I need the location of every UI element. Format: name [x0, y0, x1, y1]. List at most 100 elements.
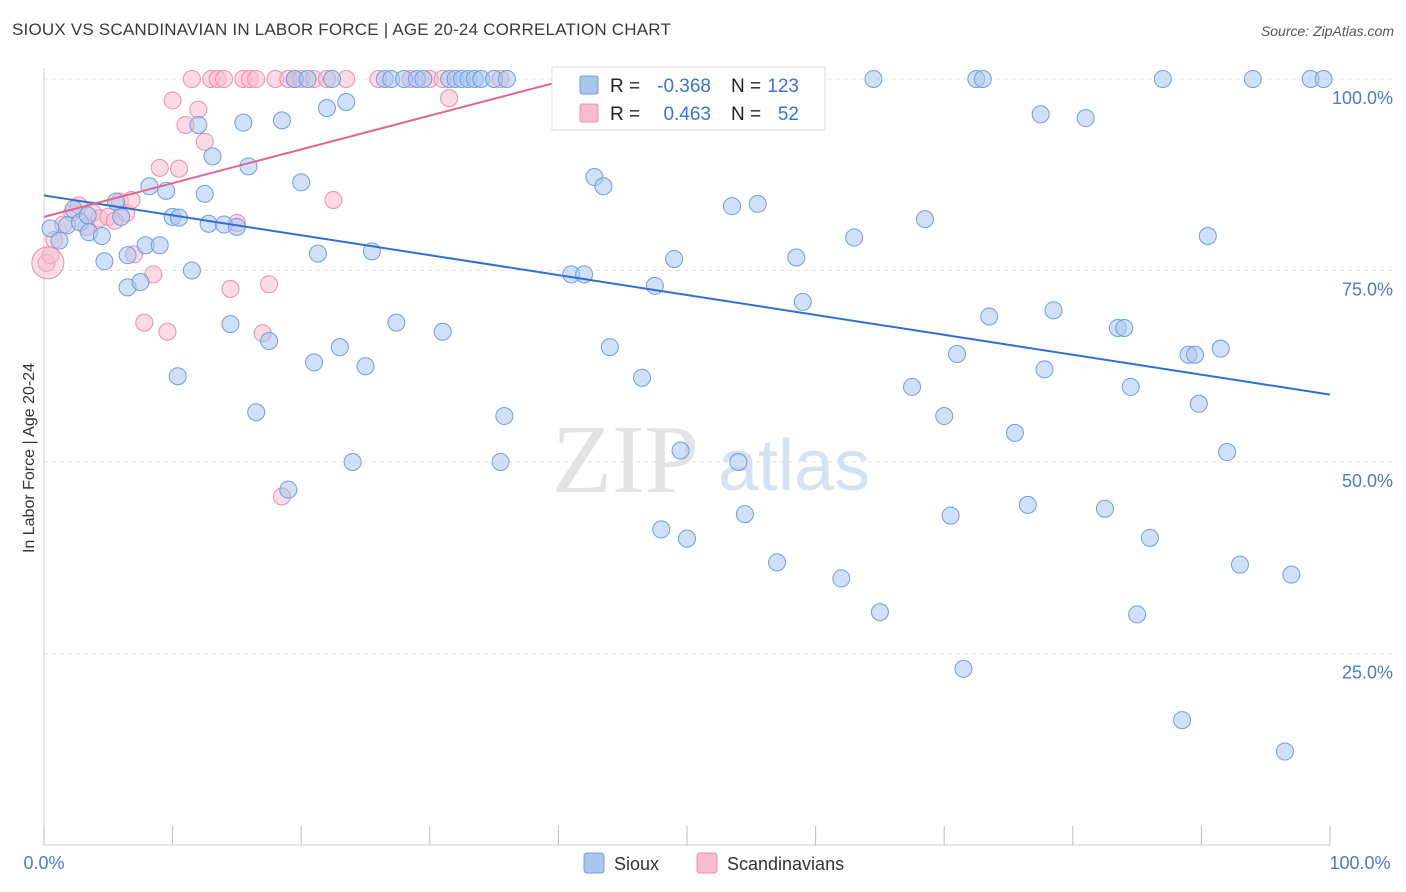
scandinavians-trend-line [43, 74, 585, 218]
sioux-point [832, 569, 851, 588]
sioux-point [1314, 70, 1333, 88]
watermark: ZIP atlas [552, 406, 870, 514]
sioux-point [1211, 339, 1230, 358]
sioux-point [343, 453, 362, 471]
sioux-point [497, 70, 516, 88]
scandinavians-point [150, 158, 169, 177]
sioux-point [1005, 423, 1024, 442]
sioux-point [1121, 377, 1140, 396]
sioux-point [1230, 555, 1249, 574]
sioux-point [50, 231, 69, 250]
sioux-point [671, 441, 690, 460]
scandinavians-points [31, 70, 594, 506]
stats-n-label-sioux: N = [731, 76, 761, 97]
legend: Sioux Scandinavians [583, 852, 844, 874]
scandinavians-point [440, 89, 459, 108]
sioux-point [1275, 742, 1294, 761]
scandinavians-point [221, 279, 240, 298]
sioux-point [168, 367, 187, 386]
sioux-point [678, 529, 696, 548]
y-axis-label: In Labor Force | Age 20-24 [21, 363, 38, 553]
sioux-point [203, 147, 222, 166]
scandinavians-point [215, 70, 234, 88]
sioux-point [78, 206, 97, 225]
scandinavians-point-large [31, 246, 65, 280]
sioux-point [118, 246, 137, 265]
sioux-point [903, 377, 922, 396]
sioux-point [729, 453, 748, 471]
sioux-point [387, 313, 406, 332]
sioux-point [189, 115, 208, 134]
sioux-point [1218, 443, 1237, 462]
sioux-point [260, 331, 279, 350]
sioux-point [272, 111, 291, 130]
scandinavians-point [182, 70, 201, 88]
sioux-point [1243, 70, 1262, 88]
sioux-point [870, 603, 889, 622]
scandinavians-point [247, 70, 266, 88]
legend-swatch-scand [696, 852, 718, 874]
scandinavians-point [163, 91, 182, 110]
scandinavians-point [324, 191, 343, 210]
sioux-point [1198, 227, 1217, 246]
sioux-point [735, 505, 754, 524]
y-tick-label: 50.0% [1342, 471, 1393, 491]
sioux-point [150, 236, 169, 255]
stats-r-value-scand: 0.463 [663, 104, 711, 125]
sioux-point [941, 506, 960, 525]
sioux-point [112, 207, 131, 226]
sioux-point [247, 403, 266, 422]
chart-title: SIOUX VS SCANDINAVIAN IN LABOR FORCE | A… [12, 20, 672, 39]
scandinavians-point [135, 313, 154, 332]
sioux-point [239, 157, 258, 176]
sioux-point [980, 307, 999, 326]
stats-box: R = -0.368 N = 123 R = 0.463 N = 52 [551, 66, 826, 131]
y-tick-label: 75.0% [1342, 280, 1393, 300]
sioux-point [317, 99, 336, 118]
sioux-point [195, 184, 214, 203]
scandinavians-point [189, 100, 208, 119]
sioux-point [1031, 105, 1050, 124]
sioux-point [665, 250, 684, 269]
scandinavians-point [260, 275, 279, 294]
sioux-point [632, 368, 651, 387]
sioux-point [221, 315, 240, 334]
stats-swatch-scand [579, 103, 599, 123]
sioux-point [793, 292, 812, 311]
sioux-point [1128, 605, 1147, 624]
sioux-point [433, 322, 452, 341]
sioux-point [95, 252, 114, 271]
scandinavians-point [158, 322, 177, 341]
sioux-point [723, 197, 742, 216]
sioux-point [337, 92, 356, 111]
stats-swatch-sioux [579, 75, 599, 95]
axes [43, 68, 1331, 846]
sioux-point [1140, 528, 1159, 547]
sioux-point [748, 194, 767, 213]
sioux-point [1115, 318, 1134, 337]
sioux-point [787, 248, 806, 267]
scandinavians-point [170, 159, 189, 178]
sioux-point [495, 407, 514, 426]
sioux-point [1018, 495, 1037, 514]
sioux-point [935, 407, 954, 426]
sioux-point [140, 177, 159, 196]
sioux-point [1044, 301, 1063, 320]
sioux-point [652, 520, 671, 539]
sioux-point [182, 261, 201, 280]
stats-n-value-scand: 52 [778, 104, 799, 125]
sioux-point [973, 70, 992, 88]
sioux-trend-line [43, 194, 1331, 396]
sioux-point [356, 357, 375, 376]
sioux-point [330, 338, 349, 357]
y-tick-label: 100.0% [1332, 88, 1393, 108]
sioux-point [1035, 360, 1054, 379]
y-tick-label: 25.0% [1342, 663, 1393, 683]
stats-r-label-scand: R = [610, 104, 640, 125]
sioux-point [298, 70, 317, 88]
stats-r-value-sioux: -0.368 [657, 76, 711, 97]
scandinavians-point [195, 132, 214, 151]
sioux-point [594, 177, 613, 196]
sioux-point [131, 272, 150, 291]
